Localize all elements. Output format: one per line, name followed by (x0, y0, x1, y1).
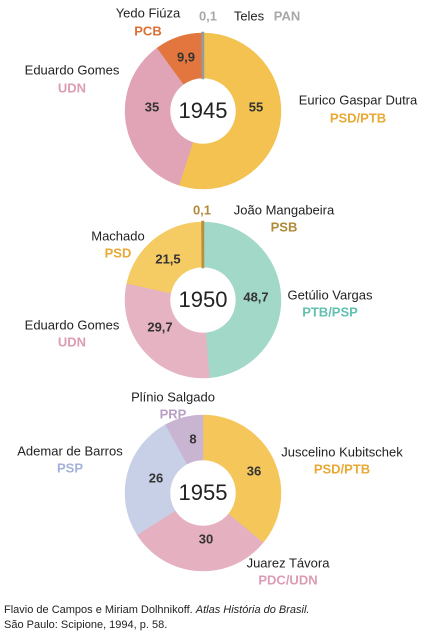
value-label: 35 (145, 99, 159, 114)
slice (202, 414, 282, 544)
slice (124, 424, 188, 536)
candidate-name: Teles (234, 8, 265, 23)
value-label: 26 (149, 470, 163, 485)
source-authors: Flavio de Campos e Miriam Dolhnikoff. (4, 604, 193, 616)
slice (124, 283, 210, 379)
party-label: PTB/PSP (302, 304, 358, 319)
party-label: PRP (160, 406, 187, 421)
candidate-name: Eurico Gaspar Dutra (299, 92, 418, 107)
slice (126, 221, 204, 294)
slice (165, 414, 204, 465)
center-label: 1955 (179, 480, 228, 505)
party-label: PCB (134, 23, 161, 38)
party-label: PSD/PTB (314, 461, 370, 476)
source: Flavio de Campos e Miriam Dolhnikoff. At… (4, 603, 429, 633)
value-label: 48,7 (243, 289, 268, 304)
candidate-name: Eduardo Gomes (25, 317, 120, 332)
party-label: UDN (58, 80, 86, 95)
value-label: 36 (247, 463, 261, 478)
center-label: 1950 (179, 287, 228, 312)
chart: 1945 Eurico Gaspar Dutra PSD/PTB 55 Eduardo … (17, 5, 418, 587)
value-label: 0,1 (193, 202, 211, 217)
candidate-name: Eduardo Gomes (25, 62, 120, 77)
source-publisher: São Paulo: Scipione, 1994, p. 58. (4, 619, 168, 631)
party-label: UDN (58, 334, 86, 349)
party-label: PAN (274, 8, 300, 23)
source-title: Atlas História do Brasil. (195, 604, 310, 616)
value-label: 0,1 (199, 8, 217, 23)
party-label: PSD (105, 245, 132, 260)
slice (124, 47, 194, 186)
value-label: 30 (199, 531, 213, 546)
candidate-name: Getúlio Vargas (287, 287, 373, 302)
slice (136, 510, 264, 572)
slice (202, 221, 282, 379)
value-label: 55 (249, 99, 263, 114)
candidate-name: Juscelino Kubitschek (281, 444, 403, 459)
value-label: 9,9 (177, 49, 195, 64)
candidate-name: Ademar de Barros (17, 443, 123, 458)
value-label: 21,5 (155, 251, 180, 266)
party-label: PDC/UDN (258, 572, 317, 587)
value-label: 29,7 (147, 319, 172, 334)
party-label: PSP (57, 460, 83, 475)
candidate-name: Yedo Fiúza (116, 5, 181, 20)
slice (178, 32, 282, 190)
candidate-name: Plínio Salgado (131, 389, 215, 404)
candidate-name: Machado (91, 228, 144, 243)
candidate-name: João Mangabeira (234, 202, 335, 217)
center-label: 1945 (179, 98, 228, 123)
party-label: PSD/PTB (330, 110, 386, 125)
party-label: PSB (271, 219, 298, 234)
candidate-name: Juarez Távora (247, 555, 331, 570)
value-label: 8 (189, 431, 196, 446)
